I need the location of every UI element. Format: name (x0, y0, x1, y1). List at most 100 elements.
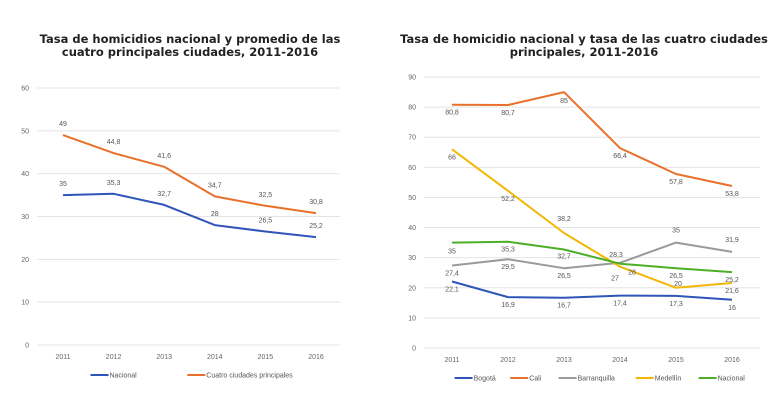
right-data-label-cali: 66,4 (613, 153, 627, 160)
right-point-bogota (675, 295, 677, 297)
right-point-cali (563, 91, 565, 93)
right-point-medellin (507, 190, 509, 192)
right-y-tick-label: 40 (408, 225, 416, 232)
right-series-line-nacional (451, 240, 733, 274)
right-data-label-barranquilla: 27,4 (445, 270, 459, 277)
right-x-tick-label: 2011 (444, 357, 459, 364)
right-data-label-nacional: 35 (448, 249, 456, 256)
left-data-label-nacional: 35,3 (107, 180, 121, 187)
right-point-cali (507, 104, 509, 106)
legend-label: Bogotá (474, 376, 496, 383)
right-data-label-barranquilla: 31,9 (725, 237, 739, 244)
right-data-label-medellin: 52,2 (501, 196, 515, 203)
legend-item-nacional: Nacional (698, 376, 746, 383)
legend-item-nacional: Nacional (90, 373, 137, 380)
right-x-tick-label: 2014 (612, 357, 628, 364)
right-chart-title: Tasa de homicidio nacional y tasa de las… (400, 33, 768, 59)
left-series-line-nacional (62, 192, 317, 239)
right-point-bogota (731, 299, 733, 301)
legend-label: Nacional (718, 376, 746, 383)
right-series-line-bogota (451, 280, 733, 301)
left-point-nacional (163, 204, 165, 206)
left-point-cuatro-ciudades-principales (163, 166, 165, 168)
right-point-medellin (563, 232, 565, 234)
right-point-cali (675, 173, 677, 175)
right-point-nacional (563, 249, 565, 251)
left-data-label-nacional: 35 (59, 181, 67, 188)
right-data-label-nacional: 28 (628, 270, 636, 277)
left-point-cuatro-ciudades-principales (62, 134, 64, 136)
right-point-barranquilla (507, 258, 509, 260)
left-data-label-cuatro-ciudades-principales: 41,6 (157, 153, 171, 160)
right-y-tick-label: 80 (408, 105, 416, 112)
right-point-nacional (731, 271, 733, 273)
right-data-label-nacional: 35,3 (501, 247, 515, 254)
right-point-cali (731, 185, 733, 187)
right-y-tick-label: 70 (408, 135, 416, 142)
left-y-tick-label: 30 (21, 214, 29, 221)
left-point-cuatro-ciudades-principales (264, 205, 266, 207)
right-point-medellin (619, 266, 621, 268)
left-data-label-cuatro-ciudades-principales: 34,7 (208, 182, 222, 189)
left-y-tick-label: 60 (21, 86, 29, 93)
right-point-bogota (507, 296, 509, 298)
legend-item-medellin: Medellín (635, 376, 681, 383)
right-point-nacional (619, 263, 621, 265)
right-chart: 0 10 20 30 40 50 60 70 80 90 2011 2012 2013 2014 2015 2… (408, 75, 760, 383)
right-point-barranquilla (731, 251, 733, 253)
right-point-nacional (675, 267, 677, 269)
left-point-cuatro-ciudades-principales (214, 195, 216, 197)
right-point-nacional (507, 241, 509, 243)
left-data-label-cuatro-ciudades-principales: 49 (59, 121, 67, 128)
left-series-line-cuatro-ciudades-principales (62, 134, 317, 215)
left-data-label-cuatro-ciudades-principales: 32,5 (259, 192, 273, 199)
left-x-tick-label: 2012 (106, 354, 122, 361)
right-y-tick-label: 20 (408, 285, 416, 292)
left-chart-title: Tasa de homicidios nacional y promedio d… (20, 33, 360, 59)
right-data-label-barranquilla: 28,3 (609, 252, 623, 259)
left-y-tick-label: 10 (21, 300, 29, 307)
left-data-label-nacional: 32,7 (157, 191, 171, 198)
right-point-nacional (451, 242, 453, 244)
right-x-tick-label: 2015 (668, 357, 684, 364)
right-point-cali (619, 147, 621, 149)
left-x-tick-label: 2016 (308, 354, 324, 361)
left-y-tick-label: 50 (21, 128, 29, 135)
left-point-cuatro-ciudades-principales (315, 212, 317, 214)
right-data-label-nacional: 26,5 (669, 273, 683, 280)
right-point-bogota (619, 295, 621, 297)
right-data-label-cali: 85 (560, 98, 568, 105)
left-y-tick-label: 0 (25, 343, 29, 350)
right-data-label-bogota: 16 (728, 305, 736, 312)
left-point-nacional (113, 193, 115, 195)
left-point-nacional (264, 230, 266, 232)
left-point-nacional (62, 194, 64, 196)
left-data-label-nacional: 25,2 (309, 223, 323, 230)
right-data-label-nacional: 32,7 (557, 254, 571, 261)
right-data-label-bogota: 22,1 (445, 286, 459, 293)
right-data-label-medellin: 21,6 (725, 288, 739, 295)
right-data-label-medellin: 27 (611, 276, 619, 283)
left-x-tick-label: 2013 (156, 354, 172, 361)
right-x-tick-label: 2016 (724, 357, 740, 364)
right-series-line-medellin (451, 148, 733, 289)
right-y-tick-label: 90 (408, 75, 416, 82)
left-x-tick-label: 2011 (55, 354, 70, 361)
left-y-tick-label: 20 (21, 257, 29, 264)
left-data-label-cuatro-ciudades-principales: 30,8 (309, 199, 323, 206)
left-y-tick-label: 40 (21, 171, 29, 178)
left-chart-title-line-2: cuatro principales ciudades, 2011-2016 (61, 45, 319, 59)
legend-item-bogota: Bogotá (454, 376, 496, 383)
right-point-barranquilla (675, 242, 677, 244)
left-x-tick-label: 2014 (207, 354, 223, 361)
right-x-tick-label: 2013 (556, 357, 572, 364)
right-data-label-barranquilla: 29,5 (501, 264, 515, 271)
right-data-label-medellin: 66 (448, 154, 456, 161)
right-point-barranquilla (563, 267, 565, 269)
right-x-tick-label: 2012 (500, 357, 516, 364)
legend-label: Cuatro ciudades principales (206, 373, 293, 380)
right-y-tick-label: 0 (412, 346, 416, 353)
right-data-label-cali: 80,7 (501, 110, 515, 117)
left-point-nacional (214, 224, 216, 226)
right-y-tick-label: 10 (408, 315, 416, 322)
